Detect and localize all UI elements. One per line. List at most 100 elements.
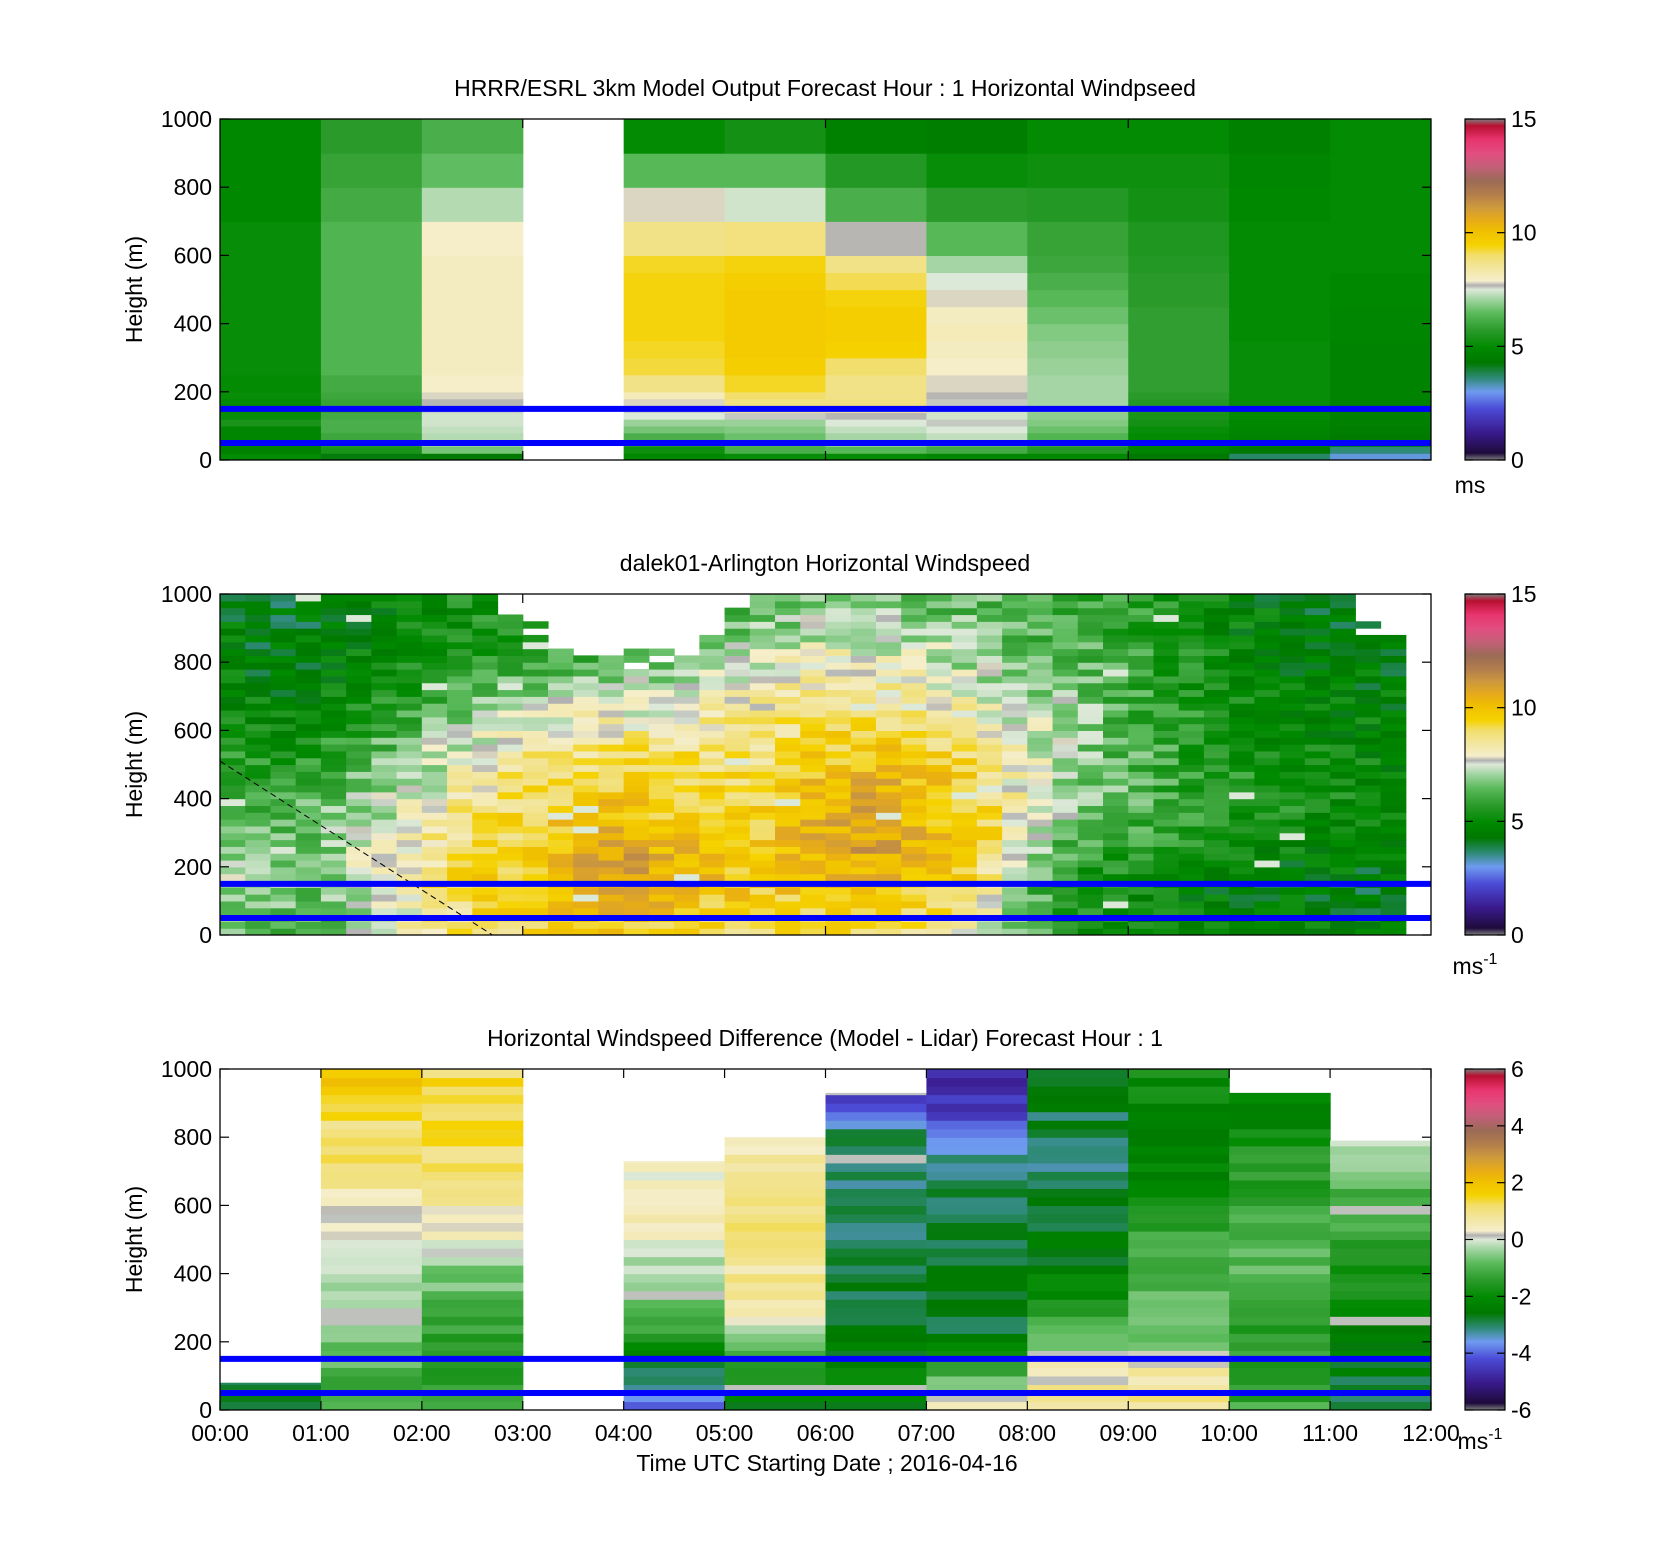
heatmap-cell (926, 716, 953, 725)
heatmap-cell (1203, 641, 1230, 650)
heatmap-cell (1355, 634, 1382, 643)
heatmap-cell (547, 744, 574, 752)
heatmap-cell (1027, 791, 1054, 800)
heatmap-cell (1254, 887, 1281, 895)
heatmap-cell (1355, 716, 1382, 725)
heatmap-cell (724, 1316, 827, 1326)
heatmap-cell (421, 1256, 524, 1266)
heatmap-cell (245, 778, 272, 786)
heatmap-cell (320, 1341, 423, 1351)
heatmap-cell (1304, 778, 1331, 786)
heatmap-cell (1380, 641, 1407, 650)
heatmap-cell (421, 272, 524, 291)
heatmap-cell (926, 446, 1028, 454)
heatmap-cell (320, 1171, 423, 1181)
heatmap-cell (1153, 839, 1180, 847)
heatmap-cell (775, 894, 801, 902)
heatmap-cell (396, 921, 423, 929)
heatmap-cell (901, 737, 928, 745)
heatmap-cell (951, 921, 978, 929)
heatmap-cell (1254, 839, 1281, 847)
heatmap-cell (598, 805, 625, 813)
heatmap-cell (421, 1077, 524, 1087)
heatmap-cell (724, 689, 751, 697)
heatmap-cell (926, 1103, 1028, 1113)
heatmap-cell (547, 894, 574, 902)
heatmap-cell (825, 703, 852, 711)
heatmap-cell (800, 812, 827, 820)
heatmap-cell (775, 614, 801, 622)
heatmap-cell (724, 798, 751, 807)
heatmap-cell (926, 859, 953, 868)
heatmap-cell (1027, 272, 1129, 291)
heatmap-cell (346, 921, 372, 929)
heatmap-cell (623, 306, 726, 325)
heatmap-cell (1330, 187, 1431, 222)
heatmap-cell (1279, 634, 1306, 643)
heatmap-cell (1229, 1188, 1331, 1198)
heatmap-cell (1229, 805, 1255, 813)
heatmap-cell (522, 798, 549, 807)
heatmap-cell (1229, 764, 1255, 772)
heatmap-cell (220, 737, 246, 745)
heatmap-cell (901, 825, 928, 834)
heatmap-cell (346, 716, 372, 725)
heatmap-cell (825, 778, 852, 786)
heatmap-cell (623, 730, 650, 738)
heatmap-cell (775, 887, 801, 895)
heatmap-cell (270, 853, 297, 861)
heatmap-cell (825, 594, 852, 602)
heatmap-cell (421, 1128, 524, 1138)
heatmap-cell (825, 1094, 928, 1104)
heatmap-cell (1229, 791, 1255, 800)
heatmap-cell (1229, 1273, 1331, 1283)
heatmap-cell (320, 859, 347, 868)
heatmap-cell (1153, 771, 1180, 779)
heatmap-cell (825, 357, 928, 376)
heatmap-cell (850, 798, 877, 807)
heatmap-cell (1052, 798, 1079, 807)
heatmap-cell (1229, 928, 1255, 935)
heatmap-cell (825, 1128, 928, 1138)
heatmap-cell (1128, 1162, 1230, 1172)
heatmap-cell (800, 825, 827, 834)
heatmap-cell (699, 791, 726, 800)
heatmap-cell (320, 1333, 423, 1343)
heatmap-cell (220, 600, 246, 609)
heatmap-cell (749, 819, 776, 827)
heatmap-cell (1229, 1384, 1331, 1394)
heatmap-cell (1330, 255, 1431, 274)
heatmap-cell (1128, 662, 1155, 670)
heatmap-cell (674, 716, 700, 725)
heatmap-cell (1330, 1256, 1431, 1266)
heatmap-cell (472, 744, 499, 752)
heatmap-cell (396, 723, 423, 731)
heatmap-cell (320, 1077, 423, 1087)
heatmap-cell (1103, 894, 1129, 902)
heatmap-cell (270, 703, 297, 711)
heatmap-cell (1229, 1092, 1331, 1096)
heatmap-cell (1330, 819, 1356, 827)
heatmap-cell (648, 873, 675, 882)
heatmap-cell (1128, 1120, 1230, 1130)
heatmap-cell (825, 1333, 928, 1343)
heatmap-cell (522, 723, 549, 731)
heatmap-cell (875, 594, 902, 602)
heatmap-cell (1304, 791, 1331, 800)
heatmap-cell (320, 255, 423, 274)
heatmap-cell (1027, 1103, 1129, 1113)
heatmap-cell (875, 805, 902, 813)
heatmap-cell (724, 675, 751, 684)
heatmap-cell (1027, 771, 1054, 779)
heatmap-cell (623, 784, 650, 793)
heatmap-cell (421, 764, 448, 772)
colorbar-gradient-bar (1464, 593, 1506, 936)
heatmap-cell (623, 425, 726, 434)
heatmap-cell (825, 873, 852, 882)
heatmap-cell (976, 628, 1003, 636)
heatmap-cell (724, 866, 751, 875)
heatmap-cell (875, 853, 902, 861)
heatmap-cell (1203, 634, 1230, 643)
heatmap-cell (699, 723, 726, 731)
heatmap-cell (976, 682, 1003, 691)
